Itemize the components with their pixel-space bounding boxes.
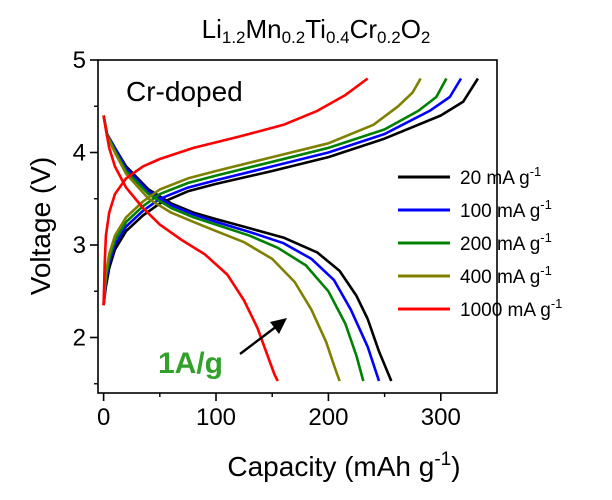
title-part: 0.2 (377, 28, 401, 47)
discharge-curve (102, 115, 279, 382)
x-tick-label: 0 (97, 404, 110, 431)
legend-label-text: 100 mA g (460, 201, 540, 222)
chart-title: Li1.2Mn0.2Ti0.4Cr0.2O2 (202, 14, 431, 47)
y-tick-label: 3 (73, 232, 86, 259)
charge-curve (102, 77, 369, 306)
charge-curve (102, 77, 463, 306)
title-part: 2 (421, 28, 430, 47)
legend-label-sup: -1 (540, 263, 552, 278)
discharge-curve (102, 115, 381, 382)
legend-label: 100 mA g-1 (460, 197, 552, 222)
legend-label-text: 200 mA g (460, 234, 540, 255)
legend-label: 20 mA g-1 (460, 164, 541, 189)
legend-label-sup: -1 (540, 197, 552, 212)
curve-group (102, 77, 479, 382)
legend-label-text: 1000 mA g (460, 300, 551, 321)
legend-label-sup: -1 (530, 164, 542, 179)
title-part: Li (202, 14, 222, 44)
legend-label-text: 20 mA g (460, 168, 530, 189)
legend-label-sup: -1 (551, 296, 563, 311)
title-part: Mn (246, 14, 282, 44)
discharge-curve (102, 115, 341, 382)
title-part: Ti (305, 14, 326, 44)
x-label-sup: -1 (434, 449, 451, 470)
charge-curve (102, 77, 448, 306)
x-label-text: Capacity (mAh g (227, 451, 434, 482)
title-part: 0.2 (282, 28, 306, 47)
y-tick-label: 4 (73, 140, 86, 167)
rate-arrow-head (270, 318, 287, 334)
rate-arrow-shaft (239, 325, 278, 355)
y-tick-label: 5 (73, 47, 86, 74)
y-tick-label: 2 (73, 325, 86, 352)
legend-label-text: 400 mA g (460, 267, 540, 288)
discharge-curve (102, 115, 365, 382)
legend-label: 200 mA g-1 (460, 230, 552, 255)
title-part: Cr (350, 14, 378, 44)
x-tick-label: 300 (421, 404, 461, 431)
title-part: 0.4 (326, 28, 350, 47)
x-axis-label: Capacity (mAh g-1) (227, 449, 460, 482)
rate-label: 1A/g (158, 347, 223, 380)
inset-label: Cr-doped (126, 76, 243, 107)
charge-curve (102, 77, 479, 306)
charge-curve (102, 77, 422, 306)
x-tick-label: 200 (308, 404, 348, 431)
title-part: O (401, 14, 421, 44)
x-tick-label: 100 (196, 404, 236, 431)
axis-ticks: 0 100 200 300 2 3 4 5 (73, 47, 461, 431)
legend-label: 400 mA g-1 (460, 263, 552, 288)
legend-label: 1000 mA g-1 (460, 296, 562, 321)
title-part: 1.2 (222, 28, 246, 47)
discharge-curve (102, 115, 393, 382)
plot-frame (97, 59, 498, 394)
y-axis-label: Voltage (V) (25, 157, 56, 296)
legend-label-sup: -1 (540, 230, 552, 245)
x-label-tail: ) (451, 451, 460, 482)
